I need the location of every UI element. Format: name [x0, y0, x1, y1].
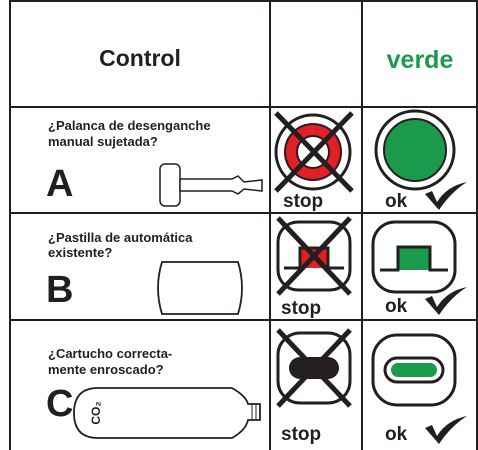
header-title: Control [99, 45, 181, 71]
shape [391, 363, 437, 377]
check-mark [425, 182, 467, 210]
letter: C [46, 383, 73, 425]
shape [380, 245, 448, 272]
shape [276, 216, 352, 296]
stop-icon [276, 328, 352, 408]
question: ¿Cartucho correcta- [48, 346, 172, 361]
stop-icon [276, 216, 352, 296]
table-lines [9, 0, 478, 450]
handle-icon [159, 163, 263, 207]
cartridge-icon [73, 387, 261, 439]
pad-icon [157, 261, 243, 315]
letter: B [46, 269, 73, 311]
ok-icon [371, 333, 457, 407]
letter: A [46, 163, 73, 205]
ok-icon [374, 109, 456, 191]
cartridge-label: CO₂ [89, 401, 103, 424]
header-status: verde [387, 46, 454, 74]
stop-label: stop [283, 191, 323, 212]
stop-label: stop [281, 424, 321, 445]
ok-label: ok [385, 191, 408, 212]
shape [179, 175, 263, 195]
ok-label: ok [385, 296, 408, 317]
shape [274, 111, 354, 193]
question: mente enroscado? [48, 362, 164, 377]
check-mark [425, 416, 467, 444]
shape [383, 118, 447, 182]
stop-label: stop [281, 298, 321, 319]
question: existente? [48, 245, 112, 260]
shape [73, 387, 261, 439]
question: ¿Pastilla de automática [48, 230, 193, 245]
stop-icon [274, 111, 354, 193]
ok-label: ok [385, 424, 408, 445]
shape [251, 404, 257, 420]
shape [159, 163, 181, 207]
question: manual sujetada? [48, 134, 158, 149]
ok-icon [371, 220, 457, 294]
check-mark [425, 287, 467, 315]
shape [276, 328, 352, 408]
question: ¿Palanca de desenganche [48, 118, 211, 133]
